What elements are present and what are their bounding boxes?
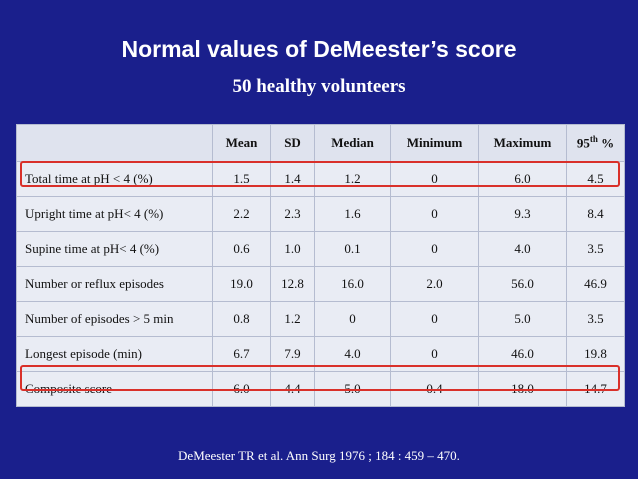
table-row: Total time at pH < 4 (%) 1.5 1.4 1.2 0 6.0 4.5 [16, 161, 625, 197]
header-mean: Mean [212, 124, 271, 162]
cell-maximum: 6.0 [478, 161, 567, 197]
cell-label: Composite score [16, 371, 213, 407]
cell-sd: 12.8 [270, 266, 315, 302]
cell-maximum: 46.0 [478, 336, 567, 372]
cell-mean: 6.7 [212, 336, 271, 372]
header-median: Median [314, 124, 391, 162]
cell-sd: 4.4 [270, 371, 315, 407]
cell-median: 4.0 [314, 336, 391, 372]
slide-subtitle: 50 healthy volunteers [232, 76, 406, 97]
cell-mean: 0.8 [212, 301, 271, 337]
cell-95th: 3.5 [566, 301, 625, 337]
cell-maximum: 56.0 [478, 266, 567, 302]
cell-label: Number or reflux episodes [16, 266, 213, 302]
slide-title: Normal values of DeMeester’s score [121, 36, 517, 62]
table-row: Supine time at pH< 4 (%) 0.6 1.0 0.1 0 4.0 3.5 [16, 231, 625, 267]
cell-mean: 0.6 [212, 231, 271, 267]
cell-median: 1.6 [314, 196, 391, 232]
table-header-row: Mean SD Median Minimum Maximum 95th % [16, 124, 625, 162]
cell-sd: 1.4 [270, 161, 315, 197]
cell-95th: 8.4 [566, 196, 625, 232]
cell-label: Number of episodes > 5 min [16, 301, 213, 337]
citation: DeMeester TR et al. Ann Surg 1976 ; 184 … [178, 448, 460, 463]
table-row: Longest episode (min) 6.7 7.9 4.0 0 46.0 19.8 [16, 336, 625, 372]
cell-95th: 14.7 [566, 371, 625, 407]
cell-mean: 2.2 [212, 196, 271, 232]
cell-minimum: 0 [390, 336, 479, 372]
cell-minimum: 2.0 [390, 266, 479, 302]
header-maximum: Maximum [478, 124, 567, 162]
cell-minimum: 0 [390, 161, 479, 197]
table-row: Number or reflux episodes 19.0 12.8 16.0 2.0… [16, 266, 625, 302]
cell-mean: 6.0 [212, 371, 271, 407]
cell-median: 1.2 [314, 161, 391, 197]
cell-maximum: 18.0 [478, 371, 567, 407]
cell-95th: 46.9 [566, 266, 625, 302]
cell-label: Upright time at pH< 4 (%) [16, 196, 213, 232]
cell-minimum: 0 [390, 301, 479, 337]
cell-mean: 1.5 [212, 161, 271, 197]
cell-median: 0.1 [314, 231, 391, 267]
header-sd: SD [270, 124, 315, 162]
cell-mean: 19.0 [212, 266, 271, 302]
cell-95th: 3.5 [566, 231, 625, 267]
cell-label: Supine time at pH< 4 (%) [16, 231, 213, 267]
cell-sd: 1.2 [270, 301, 315, 337]
cell-median: 0 [314, 301, 391, 337]
cell-minimum: 0 [390, 196, 479, 232]
normal-values-table: Mean SD Median Minimum Maximum 95th % To… [16, 124, 625, 407]
cell-maximum: 4.0 [478, 231, 567, 267]
cell-maximum: 5.0 [478, 301, 567, 337]
table-row: Number of episodes > 5 min 0.8 1.2 0 0 5.0 3.5 [16, 301, 625, 337]
cell-sd: 2.3 [270, 196, 315, 232]
cell-median: 16.0 [314, 266, 391, 302]
cell-maximum: 9.3 [478, 196, 567, 232]
header-label [16, 124, 213, 162]
cell-95th: 19.8 [566, 336, 625, 372]
cell-label: Longest episode (min) [16, 336, 213, 372]
table-row: Composite score 6.0 4.4 5.0 0.4 18.0 14.7 [16, 371, 625, 407]
cell-95th: 4.5 [566, 161, 625, 197]
table-row: Upright time at pH< 4 (%) 2.2 2.3 1.6 0 9.3 8.… [16, 196, 625, 232]
cell-sd: 7.9 [270, 336, 315, 372]
cell-label: Total time at pH < 4 (%) [16, 161, 213, 197]
cell-median: 5.0 [314, 371, 391, 407]
header-minimum: Minimum [390, 124, 479, 162]
cell-minimum: 0 [390, 231, 479, 267]
header-95th-percentile: 95th % [566, 124, 625, 162]
cell-sd: 1.0 [270, 231, 315, 267]
cell-minimum: 0.4 [390, 371, 479, 407]
